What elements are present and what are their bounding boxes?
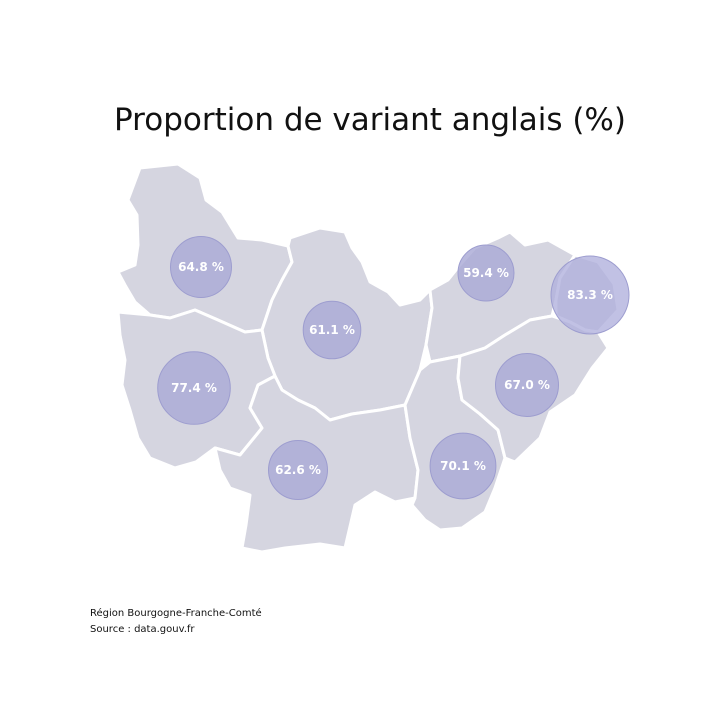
bubble-label: 70.1 % [440,459,486,473]
bubble-circle [429,432,497,500]
bubble-haute-saone: 59.4 % [457,244,515,302]
bubble-circle [157,351,231,425]
bubble-yonne: 64.8 % [170,236,232,298]
map-title: Proportion de variant anglais (%) [114,102,626,138]
bubble-label: 62.6 % [275,463,321,477]
bubble-circle [495,353,559,417]
bubble-label: 77.4 % [171,381,217,395]
bubble-circle [302,300,362,360]
bubble-circle [268,440,328,500]
bubble-label: 61.1 % [309,323,355,337]
bubble-cote-d-or: 61.1 % [302,300,362,360]
bubble-circle [457,244,515,302]
bubble-circle [550,255,630,335]
bubble-label: 83.3 % [567,288,613,302]
map-footer: Région Bourgogne-Franche-Comté Source : … [90,606,262,638]
footer-source: Source : data.gouv.fr [90,624,195,635]
bubble-label: 67.0 % [504,378,550,392]
bubble-jura: 70.1 % [429,432,497,500]
bubble-saone-et-loire: 62.6 % [268,440,328,500]
bubble-nievre: 77.4 % [157,351,231,425]
bubble-label: 64.8 % [178,260,224,274]
bubble-doubs: 67.0 % [495,353,559,417]
bubble-territoire-de-belfort: 83.3 % [550,255,630,335]
footer-region: Région Bourgogne-Franche-Comté [90,608,262,619]
bubble-label: 59.4 % [463,266,509,280]
bubble-circle [170,236,232,298]
bubbles-layer: 64.8 % 61.1 % 59.4 % 83.3 % 77.4 % 67.0 % 62.6… [157,236,630,500]
